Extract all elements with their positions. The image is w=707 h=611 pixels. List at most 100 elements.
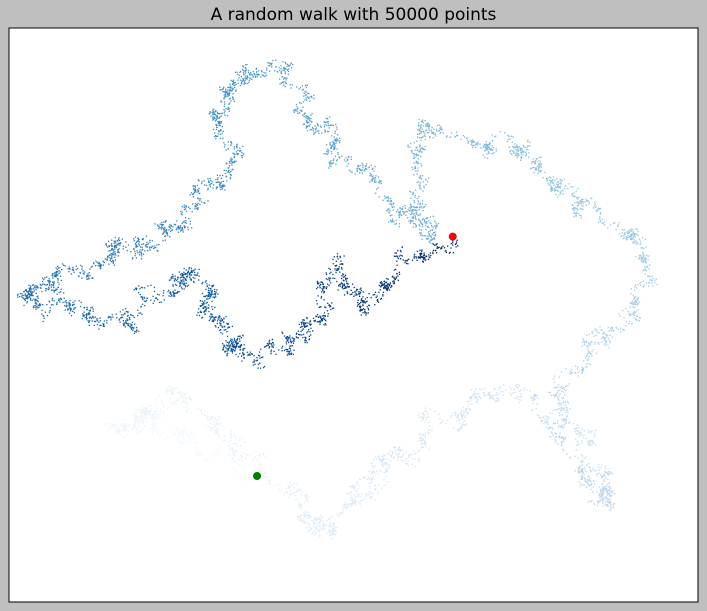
- walk-point: [137, 245, 139, 247]
- walk-point: [407, 146, 409, 148]
- walk-point: [242, 77, 244, 80]
- walk-point: [91, 265, 93, 267]
- walk-point: [370, 175, 372, 177]
- walk-point: [559, 426, 562, 428]
- walk-point: [578, 468, 580, 470]
- walk-point: [605, 333, 607, 336]
- walk-point: [572, 186, 574, 188]
- walk-point: [329, 116, 331, 118]
- walk-point: [178, 291, 180, 293]
- walk-point: [223, 169, 225, 172]
- walk-point: [351, 484, 353, 486]
- walk-point: [333, 148, 336, 150]
- walk-point: [29, 296, 31, 298]
- walk-point: [398, 223, 400, 225]
- walk-point: [495, 400, 497, 403]
- walk-point: [598, 494, 600, 496]
- walk-point: [233, 156, 235, 159]
- walk-point: [146, 411, 148, 413]
- walk-point: [86, 309, 88, 311]
- walk-point: [228, 441, 230, 443]
- walk-point: [588, 351, 590, 353]
- walk-point: [93, 320, 95, 323]
- walk-point: [592, 480, 595, 482]
- walk-point: [145, 414, 147, 416]
- walk-point: [241, 154, 244, 157]
- walk-point: [307, 517, 309, 520]
- walk-point: [227, 93, 229, 95]
- walk-point: [88, 313, 90, 315]
- walk-point: [382, 199, 384, 201]
- walk-point: [586, 353, 588, 355]
- walk-point: [414, 166, 416, 169]
- walk-point: [571, 195, 573, 197]
- walk-point: [182, 229, 184, 231]
- walk-point: [299, 488, 302, 491]
- walk-point: [329, 142, 331, 144]
- walk-point: [580, 469, 582, 471]
- walk-point: [181, 440, 183, 442]
- walk-point: [402, 208, 404, 210]
- walk-point: [180, 276, 182, 278]
- walk-point: [575, 365, 577, 367]
- walk-point: [532, 166, 534, 169]
- walk-point: [578, 436, 580, 438]
- walk-point: [310, 129, 313, 131]
- walk-point: [99, 320, 101, 322]
- walk-point: [41, 290, 43, 293]
- walk-point: [562, 436, 564, 438]
- walk-point: [159, 301, 161, 304]
- walk-point: [29, 299, 32, 301]
- walk-point: [219, 116, 221, 118]
- walk-point: [319, 518, 322, 521]
- walk-point: [475, 388, 477, 390]
- walk-point: [595, 475, 598, 477]
- walk-point: [330, 526, 332, 528]
- walk-point: [118, 430, 120, 432]
- walk-point: [338, 141, 341, 144]
- walk-point: [195, 443, 198, 445]
- walk-point: [60, 297, 62, 299]
- walk-point: [573, 216, 575, 218]
- walk-point: [35, 299, 37, 301]
- walk-point: [190, 399, 192, 401]
- walk-point: [625, 325, 627, 327]
- walk-point: [396, 454, 398, 456]
- walk-point: [431, 131, 433, 133]
- walk-point: [32, 307, 35, 309]
- walk-point: [43, 317, 45, 319]
- walk-point: [53, 286, 55, 289]
- walk-point: [140, 414, 142, 416]
- walk-point: [145, 246, 147, 248]
- walk-point: [296, 106, 298, 108]
- walk-point: [433, 238, 436, 240]
- walk-point: [307, 92, 309, 95]
- walk-point: [175, 229, 178, 231]
- walk-point: [576, 196, 578, 198]
- walk-point: [111, 314, 113, 316]
- walk-point: [632, 231, 634, 233]
- walk-point: [386, 210, 388, 212]
- walk-point: [585, 471, 587, 473]
- walk-point: [19, 296, 21, 298]
- walk-point: [229, 159, 232, 161]
- walk-point: [163, 432, 165, 434]
- walk-point: [255, 75, 257, 77]
- walk-point: [49, 307, 51, 309]
- walk-point: [607, 470, 609, 473]
- walk-point: [398, 213, 400, 216]
- walk-point: [636, 319, 638, 322]
- walk-point: [594, 328, 596, 330]
- walk-point: [182, 442, 184, 444]
- walk-point: [384, 458, 386, 460]
- walk-point: [589, 469, 591, 471]
- walk-point: [224, 435, 226, 438]
- walk-point: [431, 233, 433, 235]
- walk-point: [140, 431, 142, 433]
- walk-point: [251, 472, 253, 474]
- walk-point: [365, 492, 367, 494]
- walk-point: [113, 426, 116, 428]
- walk-point: [531, 410, 533, 412]
- walk-point: [419, 202, 421, 204]
- walk-point: [196, 454, 198, 456]
